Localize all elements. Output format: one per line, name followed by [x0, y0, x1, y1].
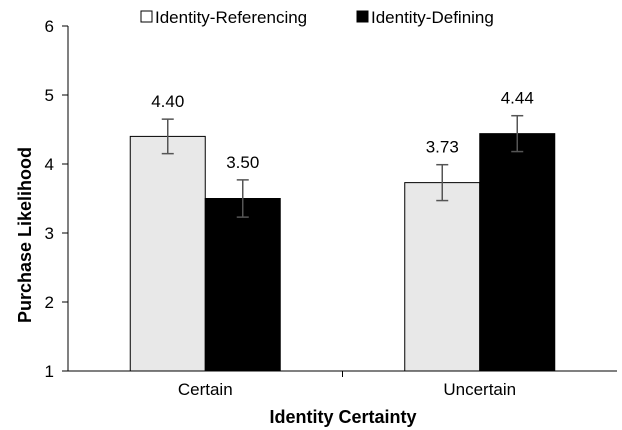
legend: Identity-Referencing Identity-Defining — [140, 8, 494, 27]
y-tick-label: 1 — [45, 362, 54, 381]
bar — [404, 182, 481, 372]
x-tick-label: Uncertain — [443, 380, 516, 399]
y-axis-title: Purchase Likelihood — [15, 147, 35, 323]
y-tick-label: 2 — [45, 293, 54, 312]
y-tick-label: 3 — [45, 224, 54, 243]
legend-swatch — [356, 10, 369, 23]
data-label: 3.73 — [426, 138, 459, 157]
data-label: 4.44 — [501, 89, 534, 108]
bars: 4.40 3.50 3.73 4.44 — [129, 89, 556, 372]
data-label: 4.40 — [151, 92, 184, 111]
legend-label: Identity-Referencing — [155, 8, 307, 27]
bar — [129, 135, 206, 372]
y-tick-label: 6 — [45, 17, 54, 36]
y-tick-label: 5 — [45, 86, 54, 105]
legend-label: Identity-Defining — [371, 8, 494, 27]
legend-swatch — [140, 10, 153, 23]
bar — [204, 198, 281, 372]
bar — [479, 133, 556, 372]
x-tick-label: Certain — [178, 380, 233, 399]
x-axis-title: Identity Certainty — [269, 407, 416, 427]
y-tick-label: 4 — [45, 155, 54, 174]
data-label: 3.50 — [226, 153, 259, 172]
